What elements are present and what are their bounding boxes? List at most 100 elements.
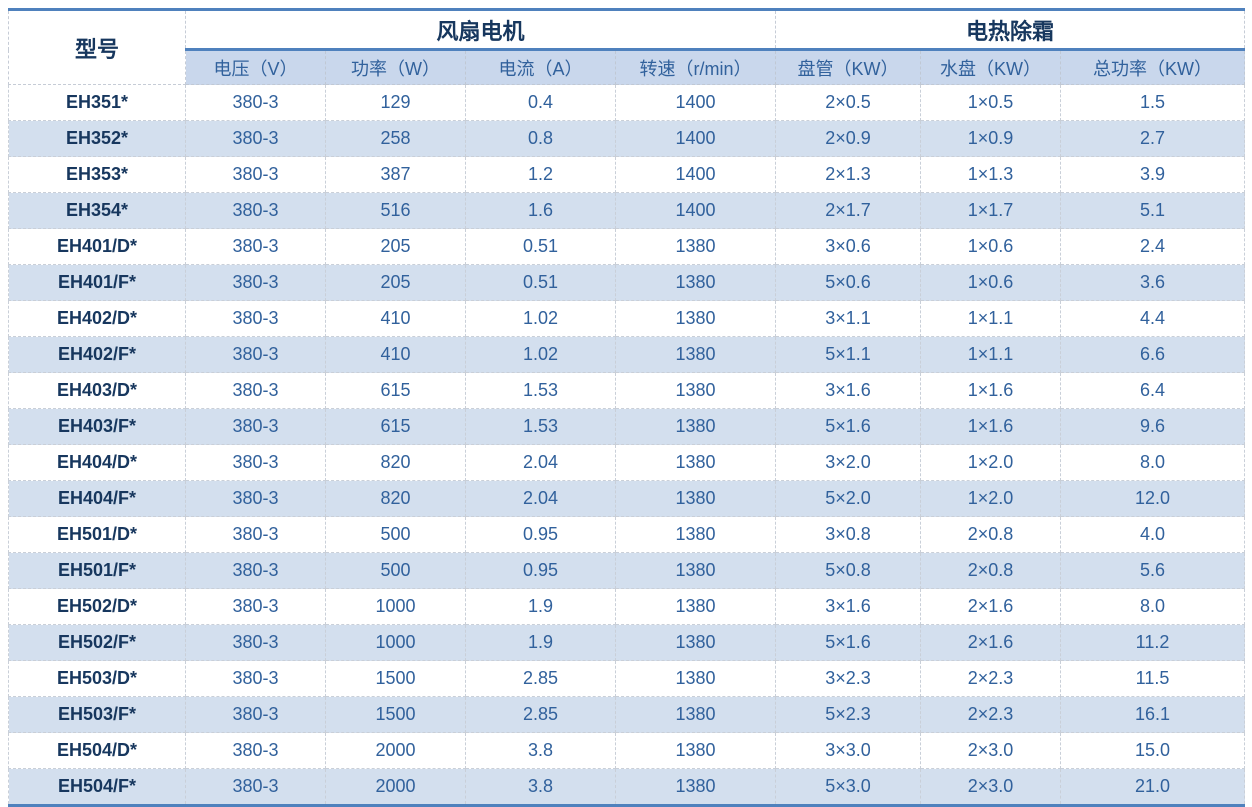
value-cell: 0.95 (465, 552, 616, 589)
value-cell: 2×1.7 (775, 192, 922, 229)
value-cell: 380-3 (185, 588, 326, 625)
value-cell: 1380 (614, 768, 777, 806)
value-cell: 1380 (614, 588, 777, 625)
value-cell: 1×2.0 (920, 480, 1062, 517)
value-cell: 615 (325, 408, 466, 445)
value-cell: 1×1.7 (920, 192, 1062, 229)
value-cell: 5×2.0 (775, 480, 922, 517)
value-cell: 2000 (325, 768, 466, 806)
value-cell: 0.51 (465, 228, 616, 265)
value-cell: 2.85 (465, 696, 616, 733)
table-row: EH404/F* 380-3 820 2.04 1380 5×2.0 1×2.0 12.0 (8, 480, 1246, 517)
table-row: EH354* 380-3 516 1.6 1400 2×1.7 1×1.7 5.1 (8, 192, 1246, 229)
column-header-power: 功率（W） (325, 49, 466, 85)
value-cell: 2.4 (1060, 228, 1246, 265)
value-cell: 410 (325, 300, 466, 337)
value-cell: 6.4 (1060, 372, 1246, 409)
model-cell: EH402/F* (8, 336, 186, 373)
value-cell: 0.4 (465, 84, 616, 121)
value-cell: 1.9 (465, 624, 616, 661)
value-cell: 1.5 (1060, 84, 1246, 121)
model-cell: EH504/F* (8, 768, 186, 806)
value-cell: 380-3 (185, 192, 326, 229)
value-cell: 1×1.6 (920, 408, 1062, 445)
value-cell: 1400 (614, 84, 777, 121)
model-cell: EH354* (8, 192, 186, 229)
value-cell: 3×1.6 (775, 372, 922, 409)
value-cell: 516 (325, 192, 466, 229)
value-cell: 1.53 (465, 408, 616, 445)
value-cell: 380-3 (185, 156, 326, 193)
table-row: EH504/F* 380-3 2000 3.8 1380 5×3.0 2×3.0 21.0 (8, 768, 1246, 806)
value-cell: 258 (325, 120, 466, 157)
value-cell: 1500 (325, 696, 466, 733)
value-cell: 1380 (614, 336, 777, 373)
value-cell: 6.6 (1060, 336, 1246, 373)
value-cell: 1×0.5 (920, 84, 1062, 121)
column-header-coil: 盘管（KW） (775, 49, 922, 85)
value-cell: 1.02 (465, 300, 616, 337)
value-cell: 0.8 (465, 120, 616, 157)
table-row: EH403/F* 380-3 615 1.53 1380 5×1.6 1×1.6 9.6 (8, 408, 1246, 445)
value-cell: 820 (325, 480, 466, 517)
group-header-row: 型号 风扇电机 电热除霜 (8, 9, 1246, 85)
value-cell: 11.5 (1060, 660, 1246, 697)
model-cell: EH401/D* (8, 228, 186, 265)
model-cell: EH403/F* (8, 408, 186, 445)
table-row: EH353* 380-3 387 1.2 1400 2×1.3 1×1.3 3.9 (8, 156, 1246, 193)
value-cell: 2×0.8 (920, 552, 1062, 589)
table-header: 型号 风扇电机 电热除霜 电压（V） 功率（W） 电流（A） 转速（r/min）… (8, 9, 1246, 85)
value-cell: 2×0.9 (775, 120, 922, 157)
value-cell: 2×0.8 (920, 516, 1062, 553)
value-cell: 1380 (614, 552, 777, 589)
value-cell: 380-3 (185, 264, 326, 301)
value-cell: 1000 (325, 624, 466, 661)
value-cell: 3×2.0 (775, 444, 922, 481)
table-row: EH352* 380-3 258 0.8 1400 2×0.9 1×0.9 2.7 (8, 120, 1246, 157)
spec-table: 型号 风扇电机 电热除霜 电压（V） 功率（W） 电流（A） 转速（r/min）… (8, 8, 1246, 807)
value-cell: 380-3 (185, 228, 326, 265)
value-cell: 380-3 (185, 660, 326, 697)
value-cell: 4.0 (1060, 516, 1246, 553)
value-cell: 380-3 (185, 624, 326, 661)
table-row: EH503/F* 380-3 1500 2.85 1380 5×2.3 2×2.3 16.1 (8, 696, 1246, 733)
value-cell: 380-3 (185, 300, 326, 337)
model-cell: EH402/D* (8, 300, 186, 337)
value-cell: 1380 (614, 480, 777, 517)
value-cell: 820 (325, 444, 466, 481)
model-cell: EH404/F* (8, 480, 186, 517)
value-cell: 3×1.6 (775, 588, 922, 625)
value-cell: 0.51 (465, 264, 616, 301)
value-cell: 3×1.1 (775, 300, 922, 337)
value-cell: 3.6 (1060, 264, 1246, 301)
model-cell: EH504/D* (8, 732, 186, 769)
value-cell: 8.0 (1060, 588, 1246, 625)
value-cell: 1×0.6 (920, 264, 1062, 301)
model-cell: EH352* (8, 120, 186, 157)
table-row: EH402/F* 380-3 410 1.02 1380 5×1.1 1×1.1 6.6 (8, 336, 1246, 373)
value-cell: 15.0 (1060, 732, 1246, 769)
value-cell: 5×2.3 (775, 696, 922, 733)
value-cell: 2.7 (1060, 120, 1246, 157)
value-cell: 500 (325, 516, 466, 553)
value-cell: 2×0.5 (775, 84, 922, 121)
value-cell: 1400 (614, 192, 777, 229)
value-cell: 3.8 (465, 768, 616, 806)
value-cell: 380-3 (185, 408, 326, 445)
value-cell: 2.85 (465, 660, 616, 697)
value-cell: 1380 (614, 300, 777, 337)
value-cell: 5.1 (1060, 192, 1246, 229)
column-header-current: 电流（A） (465, 49, 616, 85)
table-row: EH504/D* 380-3 2000 3.8 1380 3×3.0 2×3.0 15.0 (8, 732, 1246, 769)
model-cell: EH353* (8, 156, 186, 193)
model-cell: EH401/F* (8, 264, 186, 301)
value-cell: 380-3 (185, 120, 326, 157)
value-cell: 5.6 (1060, 552, 1246, 589)
value-cell: 5×0.6 (775, 264, 922, 301)
value-cell: 5×1.6 (775, 624, 922, 661)
value-cell: 380-3 (185, 84, 326, 121)
value-cell: 1.6 (465, 192, 616, 229)
value-cell: 1.2 (465, 156, 616, 193)
value-cell: 380-3 (185, 444, 326, 481)
value-cell: 1380 (614, 372, 777, 409)
